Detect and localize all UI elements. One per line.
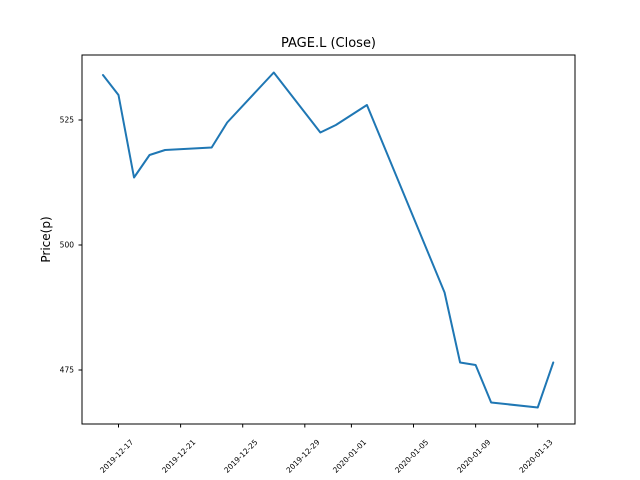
price-line-group: [101, 71, 555, 409]
x-tick-label: 2020-01-05: [393, 437, 430, 474]
x-tick-label: 2019-12-25: [222, 437, 259, 474]
y-axis-label: Price(p): [39, 216, 53, 262]
y-tick-label: 525: [60, 116, 75, 125]
axes: 475 500 525 2019-12-17 2019-12-21 2019-12-25 2…: [60, 54, 576, 475]
price-line: [101, 71, 555, 409]
y-tick-label: 500: [60, 241, 75, 250]
x-tick-label: 2020-01-01: [331, 437, 368, 474]
plot-frame: [81, 54, 576, 425]
x-tick-label: 2019-12-17: [98, 437, 135, 474]
y-tick-label: 475: [60, 366, 75, 375]
chart-title: PAGE.L (Close): [281, 36, 376, 51]
x-tick-label: 2020-01-09: [455, 437, 492, 474]
x-tick-label: 2020-01-13: [517, 437, 554, 474]
x-tick-label: 2019-12-29: [284, 437, 321, 474]
x-tick-label: 2019-12-21: [160, 437, 197, 474]
